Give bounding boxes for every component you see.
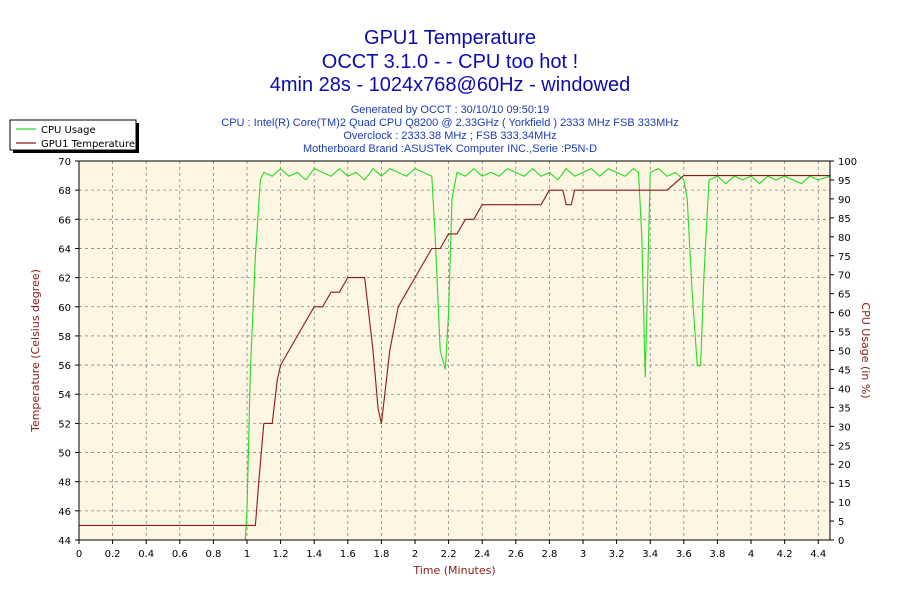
x-tick-label: 3 <box>580 549 586 560</box>
y-right-tick-label: 65 <box>838 290 851 301</box>
y-left-tick-label: 48 <box>58 478 71 489</box>
y-right-tick-label: 25 <box>838 441 851 452</box>
x-tick-label: 0.6 <box>172 549 188 560</box>
y-axis-left-label: Temperature (Celsius degree) <box>29 269 42 433</box>
x-tick-label: 2.2 <box>441 549 457 560</box>
legend: CPU Usage GPU1 Temperature <box>9 119 139 153</box>
axis-ticks: 0 0.2 0.4 0.6 0.8 1 1.2 1.4 1.6 1.8 2 2.2 2.4 2.6 2.8 3… <box>58 157 857 560</box>
chart-title-line-2: OCCT 3.1.0 - - CPU too hot ! <box>321 51 579 73</box>
y-right-tick-label: 10 <box>838 498 851 509</box>
y-left-tick-label: 50 <box>58 449 71 460</box>
y-right-tick-label: 35 <box>838 403 851 414</box>
chart-title-line-1: GPU1 Temperature <box>364 27 536 49</box>
x-tick-label: 4.4 <box>810 549 826 560</box>
motherboard-info: Motherboard Brand :ASUSTeK Computer INC.… <box>302 143 598 155</box>
y-left-tick-label: 66 <box>58 215 71 226</box>
y-right-tick-label: 80 <box>838 233 851 244</box>
x-tick-label: 2 <box>412 549 418 560</box>
x-tick-label: 0 <box>76 549 82 560</box>
x-tick-label: 2.4 <box>474 549 490 560</box>
gpu-temperature-line <box>79 175 830 526</box>
y-right-tick-label: 85 <box>838 214 851 225</box>
y-right-tick-label: 75 <box>838 252 851 263</box>
y-right-tick-label: 55 <box>838 328 851 339</box>
y-right-tick-label: 5 <box>838 517 844 528</box>
y-right-tick-label: 100 <box>838 157 857 168</box>
x-axis-label: Time (Minutes) <box>412 564 495 577</box>
y-left-tick-label: 62 <box>58 274 71 285</box>
cpu-usage-line <box>244 168 831 541</box>
chart-title-line-3: 4min 28s - 1024x768@60Hz - windowed <box>269 74 631 96</box>
x-tick-label: 0.8 <box>205 549 221 560</box>
x-tick-label: 2.6 <box>508 549 524 560</box>
legend-box <box>9 119 137 151</box>
series-layer <box>79 168 831 541</box>
y-left-tick-label: 46 <box>58 507 71 518</box>
x-tick-label: 3.4 <box>642 549 658 560</box>
x-tick-label: 1.4 <box>306 549 322 560</box>
y-left-tick-label: 68 <box>58 186 71 197</box>
y-left-tick-label: 64 <box>58 244 71 255</box>
x-tick-label: 4.2 <box>777 549 793 560</box>
plot-area <box>79 161 830 540</box>
y-right-tick-label: 0 <box>838 536 844 547</box>
y-right-tick-label: 40 <box>838 384 851 395</box>
generated-info: Generated by OCCT : 30/10/10 09:50:19 <box>350 104 550 116</box>
y-axis-right-label: CPU Usage (in %) <box>859 302 872 398</box>
x-tick-label: 1.2 <box>273 549 289 560</box>
legend-label-gpu-temperature: GPU1 Temperature <box>41 139 135 150</box>
y-right-tick-label: 70 <box>838 271 851 282</box>
y-left-tick-label: 44 <box>58 536 71 547</box>
x-tick-label: 3.6 <box>676 549 692 560</box>
y-left-tick-label: 54 <box>58 390 71 401</box>
y-right-tick-label: 20 <box>838 460 851 471</box>
y-right-tick-label: 90 <box>838 195 851 206</box>
y-left-tick-label: 52 <box>58 419 71 430</box>
y-right-tick-label: 45 <box>838 365 851 376</box>
x-tick-label: 1 <box>244 549 250 560</box>
x-tick-label: 1.6 <box>340 549 356 560</box>
y-left-tick-label: 56 <box>58 361 71 372</box>
y-right-tick-label: 95 <box>838 176 851 187</box>
x-tick-label: 0.2 <box>105 549 121 560</box>
y-left-tick-label: 60 <box>58 303 71 314</box>
y-right-tick-label: 15 <box>838 479 851 490</box>
y-right-tick-label: 60 <box>838 309 851 320</box>
legend-label-cpu-usage: CPU Usage <box>41 125 96 136</box>
x-tick-label: 1.8 <box>373 549 389 560</box>
x-tick-label: 2.8 <box>541 549 557 560</box>
overclock-info: Overclock : 2333.38 MHz ; FSB 333.34MHz <box>343 130 557 142</box>
y-left-tick-label: 70 <box>58 157 71 168</box>
x-tick-label: 3.2 <box>609 549 625 560</box>
y-right-tick-label: 30 <box>838 422 851 433</box>
cpu-info: CPU : Intel(R) Core(TM)2 Quad CPU Q8200 … <box>221 117 679 129</box>
y-right-tick-label: 50 <box>838 347 851 358</box>
x-tick-label: 0.4 <box>138 549 154 560</box>
y-left-tick-label: 58 <box>58 332 71 343</box>
x-tick-label: 4 <box>748 549 754 560</box>
x-tick-label: 3.8 <box>709 549 725 560</box>
